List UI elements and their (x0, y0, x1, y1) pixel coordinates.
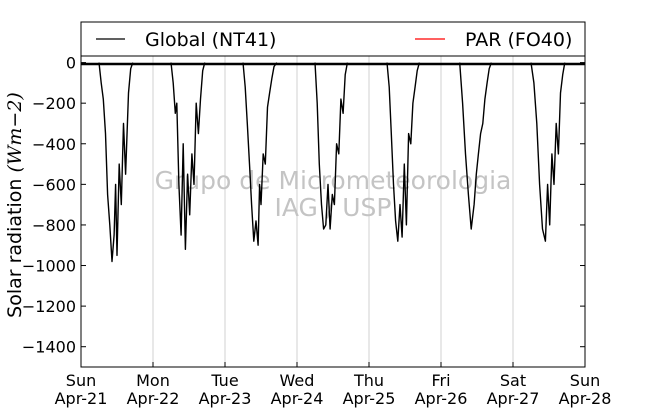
x-tick-label-date: Apr-24 (271, 389, 324, 408)
x-tick-label-weekday: Wed (280, 371, 315, 390)
ticks: 0−200−400−600−800−1000−1200−1400SunApr-2… (22, 22, 612, 408)
x-tick-label-weekday: Sat (500, 371, 526, 390)
x-tick-label-weekday: Sun (570, 371, 600, 390)
x-tick-label-date: Apr-22 (127, 389, 180, 408)
y-axis-label-text: Solar radiation (4, 173, 26, 318)
series-global-day-3 (242, 62, 278, 246)
y-tick-label: −1200 (22, 297, 76, 316)
legend: Global (NT41) PAR (FO40) (80, 21, 586, 57)
x-tick-label-date: Apr-23 (199, 389, 252, 408)
x-tick-label-weekday: Fri (431, 371, 450, 390)
series-global-day-6 (459, 62, 493, 230)
y-tick-label: −600 (32, 175, 76, 194)
y-tick-label: −800 (32, 216, 76, 235)
series-global-day-1 (98, 62, 134, 263)
legend-label-par: PAR (FO40) (465, 29, 572, 51)
x-tick-label-weekday: Mon (136, 371, 170, 390)
series-global-day-4 (314, 62, 349, 230)
y-axis-label: Solar radiation (Wm−2) (4, 92, 26, 318)
series-global-day-5 (386, 62, 421, 242)
x-tick-label-weekday: Thu (353, 371, 384, 390)
grid (152, 22, 514, 367)
x-tick-label-date: Apr-26 (415, 389, 468, 408)
watermark: Grupo de Micrometeorologia IAG / USP (155, 166, 512, 222)
y-tick-label: −200 (32, 94, 76, 113)
legend-label-global: Global (NT41) (145, 29, 276, 51)
series-global-day-7 (530, 62, 566, 242)
series-layer (98, 62, 566, 263)
y-tick-label: −1400 (22, 338, 76, 357)
x-tick-label-date: Apr-28 (559, 389, 612, 408)
series-global-day-2 (170, 62, 206, 251)
x-tick-label-weekday: Tue (210, 371, 238, 390)
x-tick-label-date: Apr-27 (487, 389, 540, 408)
x-tick-label-weekday: Sun (66, 371, 96, 390)
y-tick-label: −400 (32, 135, 76, 154)
x-tick-label-date: Apr-25 (343, 389, 396, 408)
y-tick-label: 0 (66, 54, 76, 73)
y-axis-label-unit: (Wm−2) (4, 92, 26, 172)
x-tick-label-date: Apr-21 (55, 389, 108, 408)
y-tick-label: −1000 (22, 257, 76, 276)
legend-box (80, 21, 586, 57)
watermark-line-1: Grupo de Micrometeorologia (155, 166, 512, 195)
